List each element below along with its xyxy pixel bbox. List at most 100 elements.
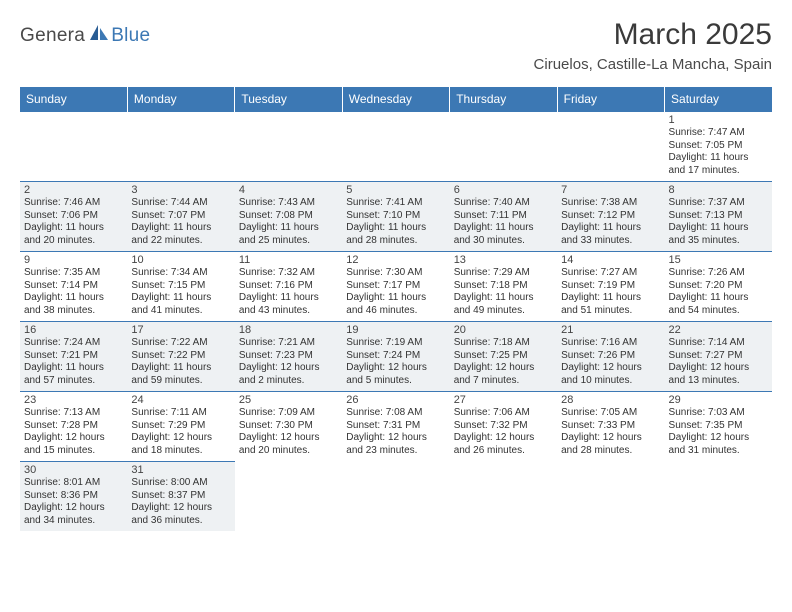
calendar-day-cell (450, 112, 557, 182)
calendar-day-cell: 4Sunrise: 7:43 AMSunset: 7:08 PMDaylight… (235, 182, 342, 252)
calendar-week-row: 9Sunrise: 7:35 AMSunset: 7:14 PMDaylight… (20, 252, 772, 322)
calendar-day-cell (665, 462, 772, 532)
daylight-line-1: Daylight: 11 hours (346, 292, 445, 305)
calendar-day-cell: 11Sunrise: 7:32 AMSunset: 7:16 PMDayligh… (235, 252, 342, 322)
daylight-line-2: and 49 minutes. (454, 305, 553, 318)
daylight-line-2: and 2 minutes. (239, 375, 338, 388)
sunset-line: Sunset: 8:36 PM (24, 490, 123, 503)
sunset-line: Sunset: 7:15 PM (131, 280, 230, 293)
daylight-line-1: Daylight: 11 hours (454, 222, 553, 235)
sunrise-line: Sunrise: 7:13 AM (24, 407, 123, 420)
sunset-line: Sunset: 8:37 PM (131, 490, 230, 503)
day-number: 30 (24, 464, 123, 476)
calendar-day-cell: 27Sunrise: 7:06 AMSunset: 7:32 PMDayligh… (450, 392, 557, 462)
sunrise-line: Sunrise: 7:03 AM (669, 407, 768, 420)
sunrise-line: Sunrise: 7:11 AM (131, 407, 230, 420)
day-number: 4 (239, 184, 338, 196)
daylight-line-2: and 7 minutes. (454, 375, 553, 388)
calendar-day-cell: 9Sunrise: 7:35 AMSunset: 7:14 PMDaylight… (20, 252, 127, 322)
sunrise-line: Sunrise: 7:18 AM (454, 337, 553, 350)
calendar-day-cell (235, 462, 342, 532)
day-number: 1 (669, 114, 768, 126)
sunset-line: Sunset: 7:17 PM (346, 280, 445, 293)
calendar-day-cell: 14Sunrise: 7:27 AMSunset: 7:19 PMDayligh… (557, 252, 664, 322)
day-number: 19 (346, 324, 445, 336)
sunset-line: Sunset: 7:31 PM (346, 420, 445, 433)
daylight-line-1: Daylight: 11 hours (454, 292, 553, 305)
col-friday: Friday (557, 87, 664, 112)
daylight-line-2: and 5 minutes. (346, 375, 445, 388)
day-number: 28 (561, 394, 660, 406)
sunrise-line: Sunrise: 7:34 AM (131, 267, 230, 280)
daylight-line-2: and 59 minutes. (131, 375, 230, 388)
col-monday: Monday (127, 87, 234, 112)
day-number: 20 (454, 324, 553, 336)
sunrise-line: Sunrise: 7:21 AM (239, 337, 338, 350)
calendar-week-row: 30Sunrise: 8:01 AMSunset: 8:36 PMDayligh… (20, 462, 772, 532)
day-number: 10 (131, 254, 230, 266)
sunrise-line: Sunrise: 7:05 AM (561, 407, 660, 420)
daylight-line-2: and 31 minutes. (669, 445, 768, 458)
daylight-line-1: Daylight: 12 hours (454, 432, 553, 445)
day-number: 8 (669, 184, 768, 196)
calendar-day-cell: 24Sunrise: 7:11 AMSunset: 7:29 PMDayligh… (127, 392, 234, 462)
calendar-day-cell (127, 112, 234, 182)
calendar-day-cell: 17Sunrise: 7:22 AMSunset: 7:22 PMDayligh… (127, 322, 234, 392)
day-number: 29 (669, 394, 768, 406)
logo-text-blue: Blue (111, 25, 150, 47)
sunset-line: Sunset: 7:32 PM (454, 420, 553, 433)
calendar-day-cell: 1Sunrise: 7:47 AMSunset: 7:05 PMDaylight… (665, 112, 772, 182)
daylight-line-2: and 36 minutes. (131, 515, 230, 528)
col-thursday: Thursday (450, 87, 557, 112)
daylight-line-2: and 20 minutes. (239, 445, 338, 458)
daylight-line-2: and 18 minutes. (131, 445, 230, 458)
daylight-line-1: Daylight: 11 hours (669, 152, 768, 165)
header: Genera Blue March 2025 Ciruelos, Castill… (20, 18, 772, 73)
sunset-line: Sunset: 7:19 PM (561, 280, 660, 293)
calendar-day-cell: 19Sunrise: 7:19 AMSunset: 7:24 PMDayligh… (342, 322, 449, 392)
calendar-day-cell: 10Sunrise: 7:34 AMSunset: 7:15 PMDayligh… (127, 252, 234, 322)
daylight-line-2: and 51 minutes. (561, 305, 660, 318)
sunset-line: Sunset: 7:24 PM (346, 350, 445, 363)
sunrise-line: Sunrise: 7:37 AM (669, 197, 768, 210)
daylight-line-2: and 33 minutes. (561, 235, 660, 248)
sunrise-line: Sunrise: 7:44 AM (131, 197, 230, 210)
sunrise-line: Sunrise: 7:09 AM (239, 407, 338, 420)
col-saturday: Saturday (665, 87, 772, 112)
calendar-week-row: 1Sunrise: 7:47 AMSunset: 7:05 PMDaylight… (20, 112, 772, 182)
daylight-line-1: Daylight: 12 hours (131, 502, 230, 515)
day-number: 2 (24, 184, 123, 196)
calendar-day-cell (450, 462, 557, 532)
daylight-line-1: Daylight: 11 hours (24, 222, 123, 235)
calendar-day-cell: 21Sunrise: 7:16 AMSunset: 7:26 PMDayligh… (557, 322, 664, 392)
daylight-line-2: and 25 minutes. (239, 235, 338, 248)
sunrise-line: Sunrise: 7:35 AM (24, 267, 123, 280)
day-number: 12 (346, 254, 445, 266)
day-number: 21 (561, 324, 660, 336)
day-number: 18 (239, 324, 338, 336)
daylight-line-2: and 41 minutes. (131, 305, 230, 318)
sunset-line: Sunset: 7:07 PM (131, 210, 230, 223)
calendar-day-cell: 20Sunrise: 7:18 AMSunset: 7:25 PMDayligh… (450, 322, 557, 392)
daylight-line-2: and 26 minutes. (454, 445, 553, 458)
daylight-line-1: Daylight: 11 hours (669, 292, 768, 305)
calendar-table: Sunday Monday Tuesday Wednesday Thursday… (20, 87, 772, 531)
col-wednesday: Wednesday (342, 87, 449, 112)
calendar-day-cell (342, 462, 449, 532)
sunset-line: Sunset: 7:22 PM (131, 350, 230, 363)
day-number: 17 (131, 324, 230, 336)
calendar-day-cell: 23Sunrise: 7:13 AMSunset: 7:28 PMDayligh… (20, 392, 127, 462)
sunset-line: Sunset: 7:25 PM (454, 350, 553, 363)
sunrise-line: Sunrise: 7:43 AM (239, 197, 338, 210)
daylight-line-1: Daylight: 11 hours (561, 292, 660, 305)
sunset-line: Sunset: 7:08 PM (239, 210, 338, 223)
sunrise-line: Sunrise: 7:41 AM (346, 197, 445, 210)
daylight-line-1: Daylight: 12 hours (131, 432, 230, 445)
daylight-line-1: Daylight: 11 hours (239, 292, 338, 305)
daylight-line-1: Daylight: 11 hours (24, 362, 123, 375)
sunset-line: Sunset: 7:21 PM (24, 350, 123, 363)
day-number: 26 (346, 394, 445, 406)
logo: Genera Blue (20, 18, 150, 47)
calendar-week-row: 23Sunrise: 7:13 AMSunset: 7:28 PMDayligh… (20, 392, 772, 462)
calendar-day-cell: 13Sunrise: 7:29 AMSunset: 7:18 PMDayligh… (450, 252, 557, 322)
